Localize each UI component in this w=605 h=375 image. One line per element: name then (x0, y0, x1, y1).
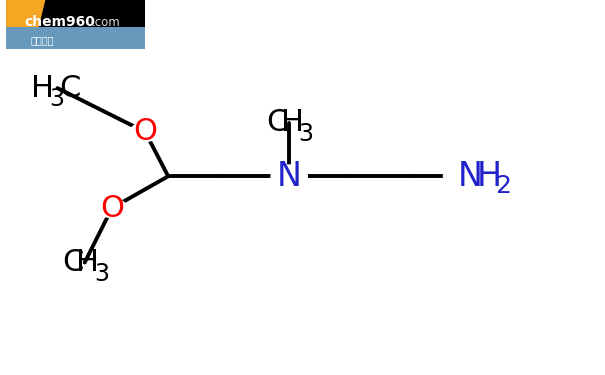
Text: H: H (281, 108, 304, 138)
Text: C: C (62, 248, 83, 277)
Circle shape (443, 159, 498, 193)
Text: chem960: chem960 (24, 15, 95, 30)
Text: 3: 3 (49, 87, 64, 111)
Text: N: N (276, 160, 302, 193)
Circle shape (271, 165, 307, 188)
Text: N: N (458, 160, 483, 193)
Text: H: H (76, 248, 99, 277)
Text: H: H (31, 74, 54, 103)
Text: .com: .com (92, 16, 121, 29)
Text: 2: 2 (495, 174, 511, 198)
Text: H: H (476, 160, 502, 193)
Text: C: C (59, 74, 80, 103)
Text: O: O (133, 117, 157, 147)
Bar (6, 27, 145, 49)
Text: C: C (266, 108, 288, 138)
Polygon shape (6, 0, 45, 49)
Circle shape (97, 199, 127, 217)
Circle shape (130, 123, 160, 141)
Bar (6, 0, 145, 49)
Text: 3: 3 (299, 122, 313, 146)
Text: 纯化工网: 纯化工网 (30, 35, 54, 45)
Text: O: O (100, 194, 124, 223)
Text: 3: 3 (94, 262, 109, 286)
